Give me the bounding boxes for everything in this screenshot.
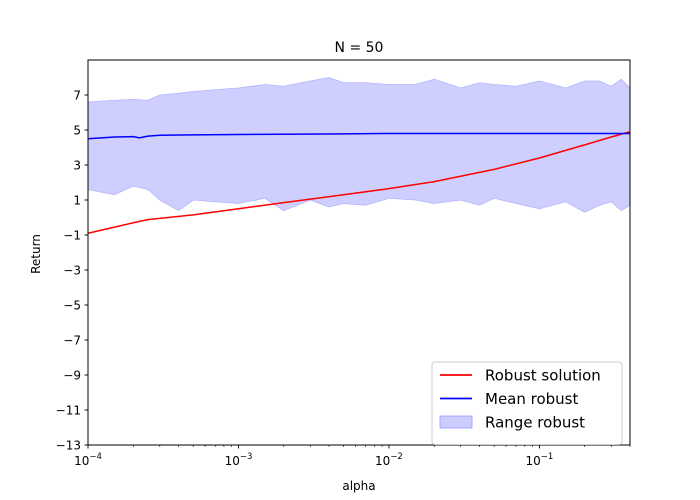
y-tick-label: −13 <box>56 439 81 453</box>
chart-title: N = 50 <box>335 40 384 56</box>
y-tick-label: 5 <box>73 124 81 138</box>
y-tick-label: −7 <box>63 334 81 348</box>
legend-item: Range robust <box>439 414 585 432</box>
y-tick-label: 3 <box>73 159 81 173</box>
y-tick-label: −3 <box>63 264 81 278</box>
y-tick-label: −1 <box>63 229 81 243</box>
x-tick-label: 10−4 <box>74 452 102 468</box>
legend-label: Robust solution <box>485 367 601 385</box>
x-axis: 10−4 10−3 10−2 10−1 <box>74 445 631 468</box>
legend-label: Range robust <box>485 414 585 432</box>
legend-label: Mean robust <box>485 390 578 408</box>
robust-solution-line <box>87 131 631 234</box>
y-tick-label: 7 <box>73 89 81 103</box>
plot-area <box>87 59 631 446</box>
legend: Robust solution Mean robust Range robust <box>431 361 623 445</box>
y-tick-label: −11 <box>56 404 81 418</box>
legend-item: Robust solution <box>440 367 601 385</box>
x-axis-label: alpha <box>342 479 375 493</box>
legend-swatch <box>439 415 473 429</box>
x-tick-label: 10−1 <box>526 452 554 468</box>
y-tick-label: −5 <box>63 299 81 313</box>
y-tick-label: 1 <box>73 194 81 208</box>
y-tick-label: −9 <box>63 369 81 383</box>
legend-box <box>431 361 623 445</box>
x-tick-label: 10−2 <box>375 452 403 468</box>
mean-robust-line <box>87 132 630 140</box>
legend-item: Mean robust <box>440 390 578 408</box>
plot-frame <box>87 59 631 446</box>
y-axis: 7 5 3 1 −1 −3 −5 −7 −9 −11 −13 <box>56 89 88 453</box>
series-line-layer <box>87 131 631 234</box>
x-tick-label: 10−3 <box>225 452 253 468</box>
y-axis-label: Return <box>29 234 43 274</box>
